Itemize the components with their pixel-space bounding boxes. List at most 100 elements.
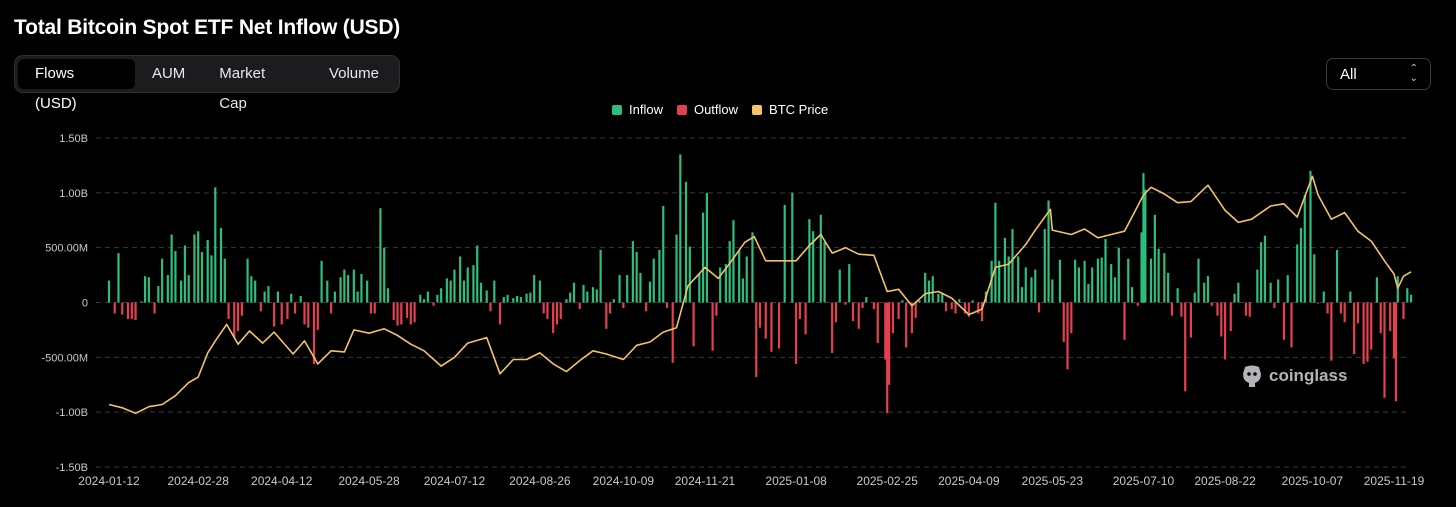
outflow-bar xyxy=(392,302,395,321)
inflow-bar xyxy=(379,208,382,303)
outflow-bar xyxy=(1326,302,1329,314)
inflow-bar xyxy=(1024,267,1027,303)
outflow-bar xyxy=(1353,302,1356,355)
outflow-bar xyxy=(844,302,847,305)
outflow-bar xyxy=(405,302,409,318)
x-tick-label: 2024-11-21 xyxy=(675,474,736,488)
inflow-bar xyxy=(147,277,150,303)
tab-volume[interactable]: Volume xyxy=(328,65,379,82)
outflow-bar xyxy=(888,302,891,385)
legend-item-btc-price[interactable]: BTC Price xyxy=(752,102,828,117)
outflow-bar xyxy=(329,302,333,314)
inflow-bar xyxy=(1140,232,1143,303)
x-tick-label: 2024-04-12 xyxy=(251,474,313,488)
inflow-bar xyxy=(1296,244,1299,303)
legend-item-inflow[interactable]: Inflow xyxy=(612,102,663,117)
inflow-bar xyxy=(639,272,642,303)
inflow-bar xyxy=(1193,292,1196,303)
inflow-bar xyxy=(466,267,469,303)
outflow-bar xyxy=(240,302,243,316)
inflow-bar xyxy=(538,280,541,303)
outflow-bar xyxy=(963,302,967,314)
outflow-bar xyxy=(126,302,130,319)
outflow-bar xyxy=(1248,302,1251,317)
inflow-bar xyxy=(626,275,629,303)
inflow-bar xyxy=(254,280,257,303)
inflow-bar xyxy=(1335,249,1339,303)
inflow-bar xyxy=(698,273,701,303)
outflow-bar xyxy=(1339,302,1342,314)
inflow-bar xyxy=(1157,248,1160,303)
inflow-bar xyxy=(808,219,811,303)
tab-market-cap[interactable]: Market Cap xyxy=(219,65,266,112)
x-tick-label: 2025-08-22 xyxy=(1194,474,1256,488)
outflow-bar xyxy=(886,302,889,414)
outflow-bar xyxy=(608,302,612,314)
inflow-bar xyxy=(352,269,355,303)
outflow-bar xyxy=(1383,302,1386,398)
inflow-bar xyxy=(648,281,652,303)
tab-flows-usd[interactable]: Flows (USD) xyxy=(18,59,135,112)
time-range-select[interactable]: All ⌃ ⌄ xyxy=(1326,58,1431,90)
inflow-bar xyxy=(931,276,934,303)
inflow-bar xyxy=(187,275,190,303)
inflow-bar xyxy=(599,249,602,303)
inflow-bar xyxy=(333,291,336,303)
inflow-bar xyxy=(462,280,466,303)
inflow-bar xyxy=(419,294,422,303)
inflow-bar xyxy=(170,234,173,303)
inflow-bar xyxy=(1197,258,1200,303)
inflow-bar xyxy=(107,280,111,303)
outflow-bar xyxy=(227,302,230,319)
outflow-bar xyxy=(286,302,289,319)
inflow-bar xyxy=(426,291,429,303)
inflow-bar xyxy=(479,282,483,303)
outflow-bar xyxy=(967,302,970,317)
inflow-bar xyxy=(453,269,456,303)
outflow-bar xyxy=(1189,302,1193,338)
outflow-bar xyxy=(1273,302,1276,308)
outflow-bar xyxy=(113,302,116,314)
inflow-bar xyxy=(1309,170,1312,303)
inflow-bar xyxy=(219,227,223,303)
inflow-bar xyxy=(1206,276,1210,303)
inflow-bar xyxy=(1083,260,1086,303)
outflow-bar xyxy=(1389,302,1392,332)
inflow-bar xyxy=(525,293,528,303)
inflow-bar xyxy=(582,284,585,303)
outflow-bar xyxy=(153,302,156,314)
inflow-bar xyxy=(1303,195,1306,303)
inflow-bar xyxy=(1260,242,1263,303)
inflow-bar xyxy=(506,294,509,303)
x-tick-label: 2024-05-28 xyxy=(338,474,400,488)
outflow-bar xyxy=(1244,302,1248,316)
legend-item-outflow[interactable]: Outflow xyxy=(676,102,738,117)
y-tick-label: -1.00B xyxy=(56,407,88,419)
inflow-bar xyxy=(595,289,598,303)
inflow-bar xyxy=(290,293,293,303)
inflow-bar xyxy=(366,280,369,303)
flow-bars xyxy=(107,154,1413,414)
inflow-bar xyxy=(1406,288,1409,303)
outflow-bar xyxy=(1220,302,1223,337)
x-tick-label: 2024-08-26 xyxy=(509,474,571,488)
inflow-bar xyxy=(612,299,615,303)
inflow-bar xyxy=(1286,275,1289,303)
outflow-bar xyxy=(1184,302,1187,392)
outflow-bar xyxy=(884,302,887,360)
outflow-bar xyxy=(552,302,555,334)
inflow-bar xyxy=(246,258,249,303)
inflow-bar xyxy=(320,260,323,303)
tab-aum[interactable]: AUM xyxy=(151,65,186,82)
inflow-bar xyxy=(472,265,475,303)
inflow-bar xyxy=(741,278,745,303)
inflow-bar xyxy=(591,287,595,303)
inflow-bar xyxy=(1074,259,1077,303)
inflow-bar xyxy=(250,276,253,303)
inflow-bar xyxy=(941,292,944,303)
outflow-bar xyxy=(770,302,773,352)
outflow-bar xyxy=(671,302,674,363)
inflow-bar xyxy=(1233,293,1236,303)
outflow-bar xyxy=(758,302,762,328)
outflow-bar xyxy=(1066,302,1069,370)
